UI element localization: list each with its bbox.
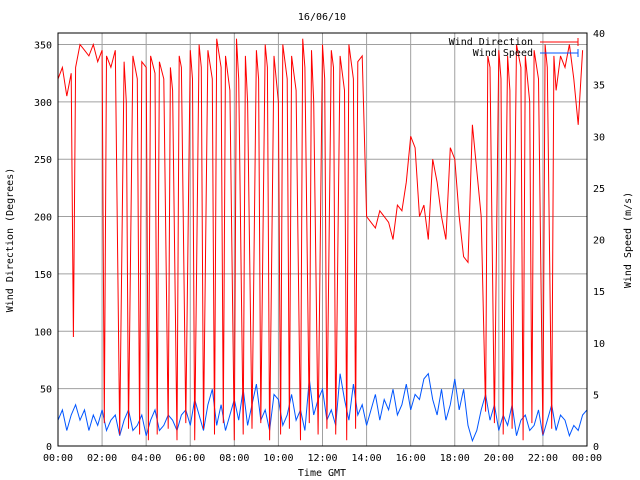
series-line-wind-speed: [57, 372, 588, 443]
x-tick-label: 10:00: [263, 453, 293, 464]
x-tick-labels: 00:00 02:00 04:00 06:00 08:00 10:00 12:00 14:00…: [43, 453, 602, 464]
x-tick-label: 00:00: [43, 453, 73, 464]
x-tick-label: 16:00: [396, 453, 426, 464]
legend: Wind Direction Wind Speed: [449, 37, 579, 59]
y-left-tick-label: 350: [34, 40, 52, 51]
series-layer: [57, 38, 588, 443]
series-line-wind-direction: [57, 38, 584, 441]
y-right-tick-label: 30: [593, 132, 605, 143]
legend-label-wind-direction: Wind Direction: [449, 37, 533, 48]
y-left-tick-label: 250: [34, 155, 52, 166]
y-right-tick-label: 10: [593, 339, 605, 350]
y-left-tick-label: 150: [34, 270, 52, 281]
y-right-tick-label: 20: [593, 236, 605, 247]
x-tick-label: 18:00: [440, 453, 470, 464]
chart-title: 16/06/10: [298, 12, 346, 23]
x-axis-label: Time GMT: [298, 468, 346, 479]
y-left-tick-label: 200: [34, 213, 52, 224]
y-right-tick-label: 0: [593, 442, 599, 453]
x-tick-label: 00:00: [572, 453, 602, 464]
x-tick-label: 02:00: [87, 453, 117, 464]
y-left-tick-label: 0: [46, 442, 52, 453]
y-right-axis-label: Wind Speed (m/s): [623, 192, 634, 288]
x-tick-label: 04:00: [131, 453, 161, 464]
y-right-tick-label: 35: [593, 81, 605, 92]
x-tick-label: 08:00: [219, 453, 249, 464]
x-tick-label: 22:00: [528, 453, 558, 464]
plot-frame: [57, 32, 588, 447]
x-tick-label: 12:00: [307, 453, 337, 464]
x-tick-label: 14:00: [352, 453, 382, 464]
y-right-tick-labels: 0 5 10 15 20 25 30 35 40: [593, 29, 605, 453]
y-left-tick-label: 100: [34, 327, 52, 338]
y-left-axis-label: Wind Direction (Degrees): [5, 168, 16, 313]
y-right-tick-label: 15: [593, 287, 605, 298]
y-right-tick-label: 5: [593, 390, 599, 401]
legend-label-wind-speed: Wind Speed: [473, 48, 533, 59]
x-tick-label: 06:00: [175, 453, 205, 464]
y-right-tick-label: 25: [593, 184, 605, 195]
y-right-tick-label: 40: [593, 29, 605, 40]
y-left-tick-labels: 0 50 100 150 200 250 300 350: [34, 40, 52, 453]
y-left-tick-label: 50: [40, 385, 52, 396]
x-tick-label: 20:00: [484, 453, 514, 464]
y-left-tick-label: 300: [34, 98, 52, 109]
